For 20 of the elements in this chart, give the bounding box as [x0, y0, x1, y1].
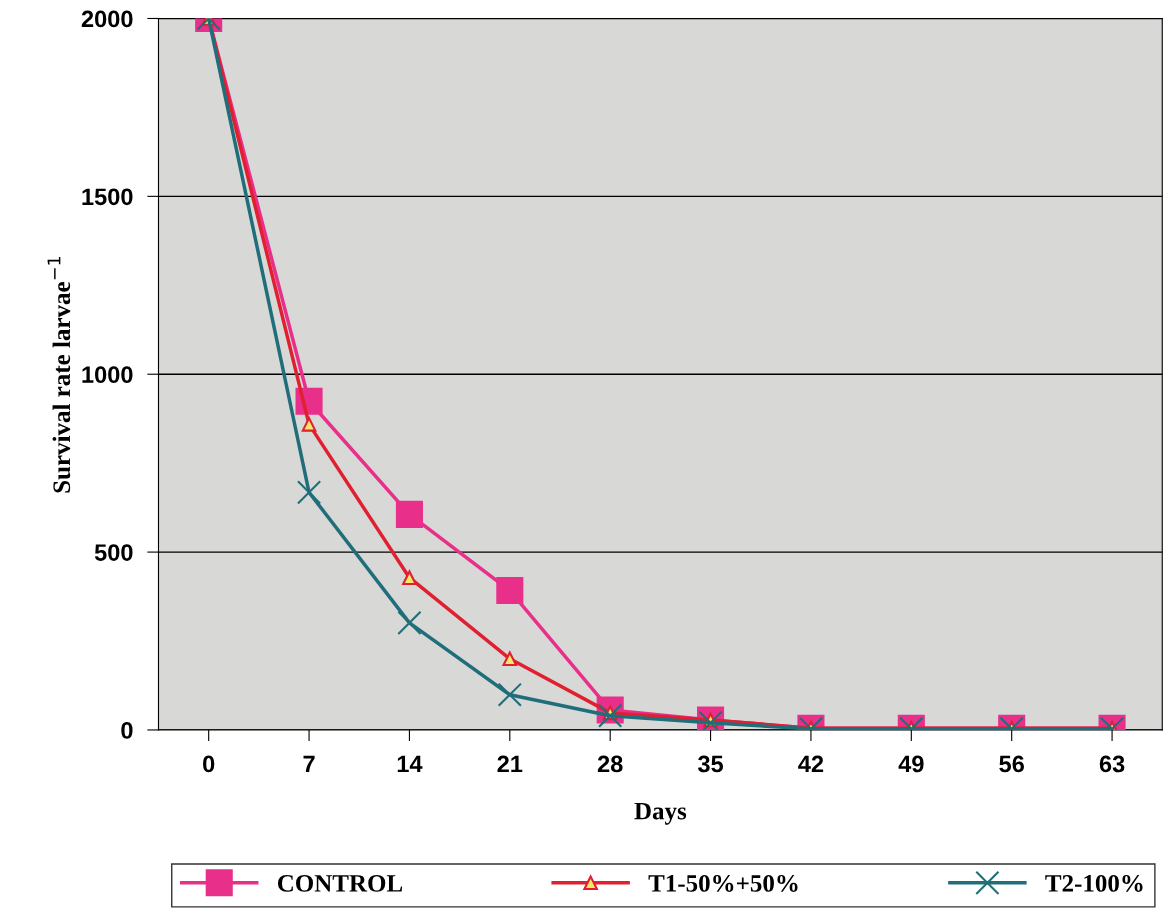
x-tick-label: 28	[597, 755, 623, 773]
x-tick-label: 49	[898, 755, 924, 773]
y-tick-label: 1500	[82, 188, 133, 206]
x-tick-label: 14	[397, 755, 423, 773]
y-tick-label: 1000	[82, 366, 133, 384]
x-tick-label: 42	[798, 755, 824, 773]
x-tick-label: 35	[697, 755, 724, 773]
x-tick-label: 21	[497, 755, 523, 773]
legend-label: T1-50%+50%	[648, 874, 798, 892]
legend-label: T2-100%	[1045, 874, 1143, 892]
y-tick-label: 0	[121, 722, 133, 739]
x-tick-label: 0	[203, 755, 215, 773]
legend-label: CONTROL	[277, 875, 403, 892]
y-tick-label: 500	[94, 544, 133, 561]
x-axis-title: Days	[634, 802, 687, 825]
x-tick-label: 63	[1099, 755, 1125, 773]
x-tick-label: 7	[303, 755, 315, 773]
x-tick-label: 56	[999, 755, 1024, 773]
y-axis-title: Survival rate larvae$^{−1}$	[47, 256, 71, 493]
y-tick-label: 2000	[81, 10, 133, 28]
